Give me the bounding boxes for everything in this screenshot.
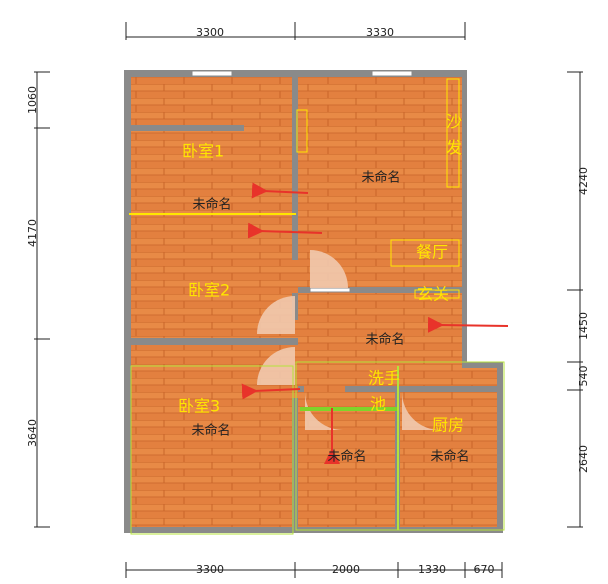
dim-label: 1450: [577, 312, 590, 340]
room-name: 厨房: [432, 416, 464, 435]
room-name: 卧室2: [188, 281, 230, 300]
dim-label: 4170: [26, 219, 39, 247]
room-placeholder: 未命名: [192, 197, 231, 213]
dim-label: 4240: [577, 167, 590, 195]
room-placeholder: 未命名: [191, 423, 230, 439]
dimension-labels: 3300 3330 1060 4170 3640 4240 1450 540 2…: [26, 26, 590, 576]
dim-label: 3300: [196, 563, 224, 576]
room-name: 餐厅: [416, 243, 448, 262]
dim-label: 2640: [577, 445, 590, 473]
room-name: 玄关: [417, 285, 449, 304]
dim-label: 2000: [332, 563, 360, 576]
room-name: 卧室3: [178, 397, 220, 416]
room-name-char: 沙: [446, 112, 462, 131]
dim-label: 540: [577, 366, 590, 387]
dim-label: 3300: [196, 26, 224, 39]
outlines: [129, 78, 505, 535]
room-name: 卧室1: [182, 142, 224, 161]
room-name: 池: [370, 395, 386, 414]
room-placeholder: 未命名: [361, 170, 400, 186]
room-name: 洗手: [368, 369, 400, 388]
dim-label: 1330: [418, 563, 446, 576]
dim-label: 3640: [26, 419, 39, 447]
room-name: 沙发: [446, 112, 462, 157]
walls: [124, 70, 503, 533]
room-placeholder: 未命名: [365, 332, 404, 348]
room-placeholder: 未命名: [327, 449, 366, 465]
dim-label: 670: [474, 563, 495, 576]
room-labels: 卧室1 卧室2 卧室3 沙发 餐厅 玄关 洗手 池 厨房 未命名 未命名 未命名…: [178, 112, 470, 465]
room-placeholder: 未命名: [430, 449, 469, 465]
dimension-lines: [34, 22, 583, 578]
arrows: [241, 182, 509, 464]
room-name-char: 发: [446, 138, 462, 157]
dim-label: 3330: [366, 26, 394, 39]
dim-label: 1060: [26, 86, 39, 114]
